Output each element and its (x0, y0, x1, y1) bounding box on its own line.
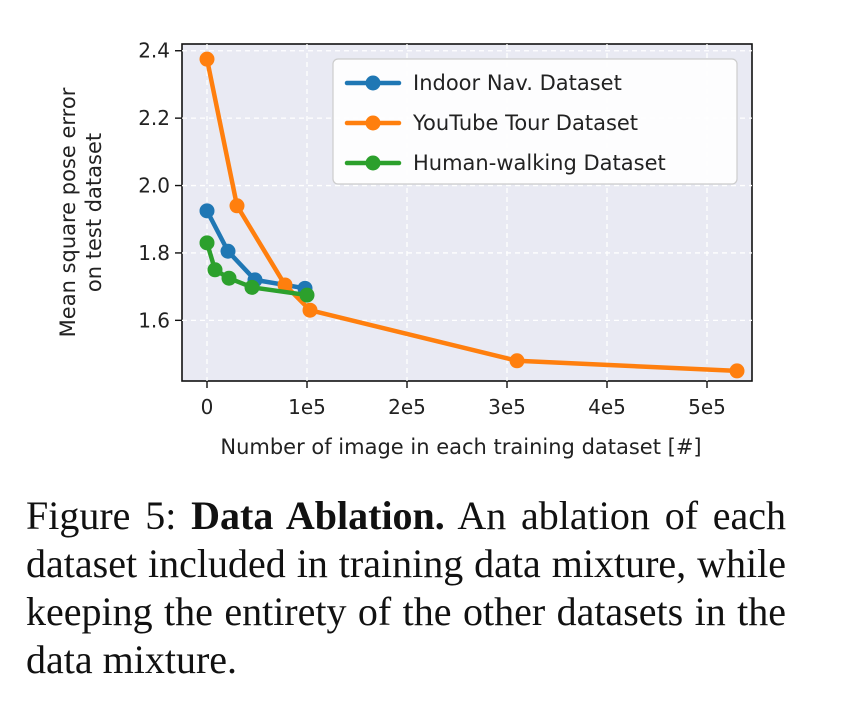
caption-title: Data Ablation. (191, 493, 445, 538)
y-axis-label-line2: on test dataset (82, 133, 106, 292)
data-point (207, 262, 223, 278)
caption-prefix: Figure 5: (26, 493, 177, 538)
x-tick-label: 5e5 (688, 395, 726, 419)
chart: 0 1e5 2e5 3e5 4e5 5e5 1.6 1.8 2.0 2.2 2.4 Indoor N… (56, 39, 753, 459)
x-tick-label: 0 (201, 395, 214, 419)
data-point (302, 302, 318, 318)
data-point (199, 203, 215, 219)
legend-box (332, 58, 738, 185)
data-point (199, 235, 215, 251)
data-point (221, 270, 237, 286)
legend-label: Indoor Nav. Dataset (413, 71, 622, 95)
y-tick-label: 1.6 (138, 308, 170, 332)
data-point (244, 279, 260, 295)
y-tick-label: 1.8 (138, 241, 170, 265)
legend-marker (365, 155, 381, 171)
y-axis-label-line1: Mean square pose error (56, 87, 80, 337)
y-tick-label: 2.2 (138, 106, 170, 130)
legend-label: Human-walking Dataset (413, 151, 666, 175)
legend-label: YouTube Tour Dataset (412, 111, 638, 135)
legend: Indoor Nav. Dataset YouTube Tour Dataset H… (332, 58, 738, 185)
series-line (204, 56, 740, 374)
y-tick-label: 2.4 (138, 39, 170, 63)
legend-marker (365, 115, 381, 131)
x-tick-label: 2e5 (388, 395, 426, 419)
axes: 0 1e5 2e5 3e5 4e5 5e5 1.6 1.8 2.0 2.2 2.4 (138, 39, 726, 419)
data-point (729, 363, 745, 379)
grid (182, 44, 752, 381)
caption-line1-rest: An ablation (457, 493, 650, 538)
data-point (220, 243, 236, 259)
x-axis-label: Number of image in each training dataset… (220, 435, 701, 459)
data-point (229, 198, 245, 214)
series-layer (199, 51, 745, 379)
data-point (299, 287, 315, 303)
x-tick-label: 4e5 (588, 395, 626, 419)
x-tick-label: 1e5 (288, 395, 326, 419)
y-tick-label: 2.0 (138, 174, 170, 198)
x-tick-label: 3e5 (488, 395, 526, 419)
caption-line3: mixture, while keeping the entirety of (26, 541, 787, 634)
data-point (509, 353, 525, 369)
caption-line4: the other datasets in the data mixture. (26, 589, 787, 682)
data-point (277, 277, 293, 293)
caption-line2: of each dataset included in training dat… (26, 493, 787, 586)
figure-caption: Figure 5: Data Ablation. An ablation of … (26, 492, 786, 684)
data-point (199, 51, 215, 67)
legend-marker (365, 75, 381, 91)
